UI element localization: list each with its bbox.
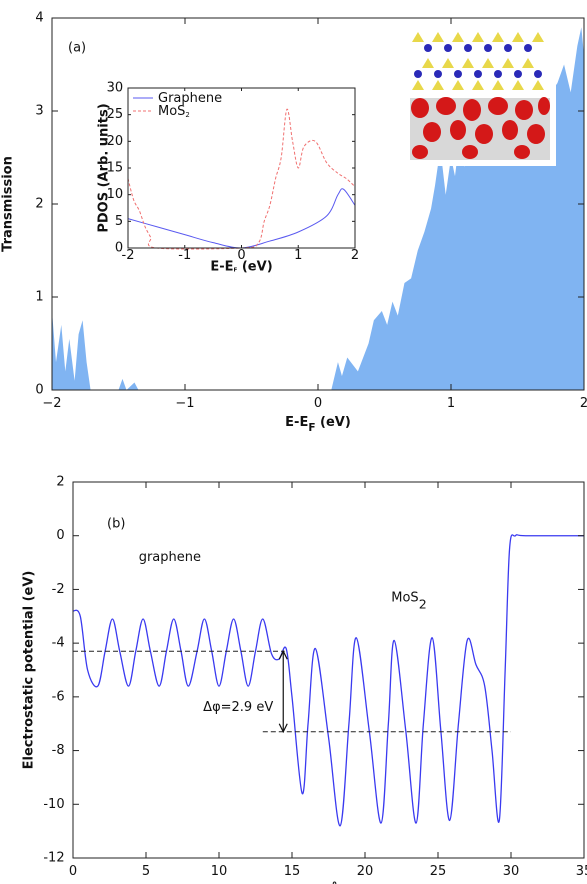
x-tick-label: -2	[122, 248, 135, 263]
arrow-head	[278, 723, 288, 734]
x-tick-label: 0	[69, 864, 77, 879]
y-tick-label: 4	[35, 11, 43, 26]
annotation: MoS2	[391, 590, 426, 612]
x-tick-label: 5	[142, 864, 150, 879]
x-tick-label: 10	[211, 864, 228, 879]
x-tick-label: 20	[357, 864, 374, 879]
x-tick-label: 2	[580, 396, 587, 411]
structure-image	[408, 24, 556, 166]
arrow-label: Δφ=2.9 eV	[203, 700, 273, 715]
y-tick-label: 3	[35, 104, 43, 119]
label-part: graphene	[139, 550, 201, 565]
y-tick-label: -8	[52, 743, 65, 758]
label-part: Graphene	[158, 91, 222, 106]
legend-label: MoS2	[158, 104, 190, 120]
y-tick-label: -4	[52, 636, 65, 651]
label-part: 2	[419, 596, 427, 611]
y-tick-label: 30	[107, 81, 124, 96]
transmission-area	[52, 27, 584, 391]
y-tick-label: 0	[56, 528, 64, 543]
label-part: E-E	[285, 415, 308, 430]
x-tick-label: 1	[294, 248, 302, 263]
y-tick-label: 15	[107, 161, 124, 176]
x-tick-label: 15	[284, 864, 301, 879]
x-tick-label: 1	[447, 396, 455, 411]
y-tick-label: 1	[35, 290, 43, 305]
label-part: MoS	[391, 590, 418, 605]
x-tick-label: −2	[42, 396, 61, 411]
label-part: (eV)	[237, 259, 272, 274]
annotation: graphene	[139, 550, 201, 565]
x-tick-label: 0	[237, 248, 245, 263]
x-axis-label: z (Å)	[311, 882, 345, 884]
x-tick-label: -1	[178, 248, 191, 263]
label-part: F	[234, 267, 238, 273]
x-tick-label: 0	[314, 396, 322, 411]
series-line	[72, 534, 584, 827]
x-tick-label: 2	[351, 248, 359, 263]
y-tick-label: 20	[107, 134, 124, 149]
y-tick-label: 2	[56, 475, 64, 490]
y-tick-label: 5	[115, 214, 123, 229]
y-tick-label: 25	[107, 107, 124, 122]
y-tick-label: -10	[43, 797, 64, 812]
label-part: z (Å)	[311, 882, 345, 884]
label-part: (eV)	[316, 415, 351, 430]
y-tick-label: -6	[52, 689, 65, 704]
y-tick-label: 0	[35, 383, 43, 398]
x-tick-label: 30	[503, 864, 520, 879]
x-axis-label: E-EF (eV)	[210, 259, 272, 274]
y-axis-label: Transmission	[1, 156, 16, 252]
panel-label: (a)	[68, 41, 86, 56]
plot-frame	[72, 481, 585, 859]
label-part: E-E	[210, 259, 233, 274]
x-tick-label: −1	[175, 396, 194, 411]
series-line	[127, 108, 356, 250]
x-tick-label: 35	[576, 864, 587, 879]
label-part: 2	[185, 111, 189, 119]
inset-background	[100, 80, 363, 280]
series-line	[127, 188, 356, 249]
panel-label: (b)	[107, 517, 125, 532]
legend-label: Graphene	[158, 91, 222, 106]
y-tick-label: -12	[43, 851, 64, 866]
x-axis-label: E-EF (eV)	[285, 415, 351, 435]
label-part: MoS	[158, 104, 185, 119]
y-axis-label: PDOS (Arb. units)	[97, 103, 112, 232]
label-part: F	[308, 422, 315, 434]
y-tick-label: -2	[52, 582, 65, 597]
y-tick-label: 2	[35, 197, 43, 212]
x-tick-label: 25	[430, 864, 447, 879]
y-axis-label: Electrostatic potential (eV)	[22, 571, 37, 770]
panel-b: 0 5 10 15 20 25 30 35 -12 -10 -8 -6 -4 -2 0 2 z (Å) Elect…	[22, 475, 587, 884]
y-tick-label: 0	[115, 241, 123, 256]
y-tick-label: 10	[107, 187, 124, 202]
arrow-head	[278, 649, 288, 660]
